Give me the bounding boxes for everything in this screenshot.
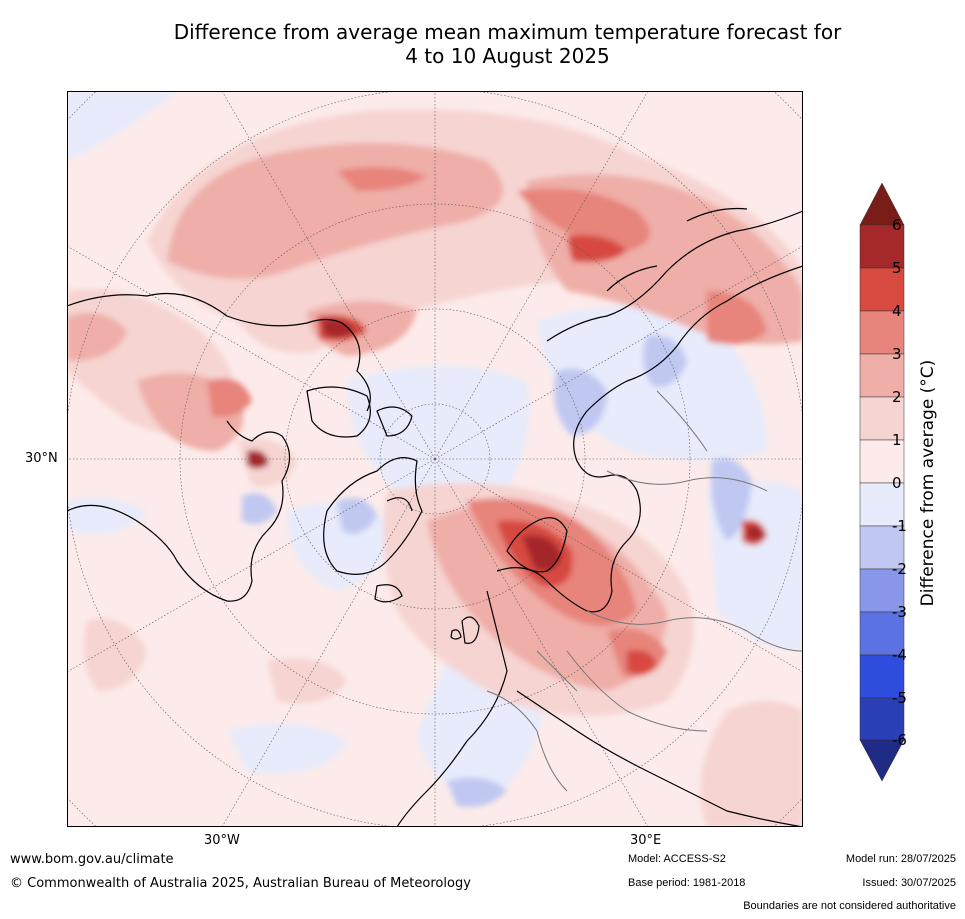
cool-anomaly-region [242, 493, 277, 525]
warm-anomaly-region [517, 188, 650, 251]
colorbar-segment-minus5-to-minus4 [859, 654, 905, 699]
cool-anomaly-region [337, 498, 377, 534]
coastline-north-america [67, 293, 371, 602]
cool-anomaly-region [227, 723, 347, 773]
colorbar-tick-label: 2 [892, 388, 902, 406]
anomaly-layer [67, 91, 803, 827]
warm-anomaly-region [567, 235, 627, 263]
colorbar-tick-label: -2 [892, 560, 907, 578]
colorbar-segments [859, 182, 905, 782]
colorbar-tick-label: 4 [892, 302, 902, 320]
warm-anomaly-region [67, 313, 127, 361]
coastline-siberia-north [546, 207, 803, 342]
colorbar-segment-3-to-4 [859, 310, 905, 355]
graticule [67, 91, 803, 827]
colorbar-segment-1-to-2 [859, 396, 905, 441]
colorbar-tick-label: -6 [892, 731, 907, 749]
colorbar-segment-minus4-to-minus3 [859, 611, 905, 656]
country-boundaries [486, 390, 803, 792]
coastline-arctic-islands [306, 386, 413, 512]
cool-anomaly-region [554, 368, 607, 436]
footer-url: www.bom.gov.au/climate [10, 852, 174, 867]
colorbar-segment-minus6-to-minus5 [859, 697, 905, 741]
cool-anomaly-region [447, 777, 507, 807]
warm-anomaly-region [247, 450, 269, 469]
cool-anomaly-region [67, 91, 177, 161]
footer-issued: Issued: 30/07/2025 [862, 877, 956, 889]
meridian [434, 458, 803, 673]
footer-model: Model: ACCESS-S2 [628, 853, 726, 865]
footer-copyright: © Commonwealth of Australia 2025, Austra… [10, 876, 471, 891]
latitude-circle [379, 403, 491, 515]
cool-anomaly-region [347, 366, 529, 508]
warm-anomaly-region [207, 378, 252, 417]
colorbar-tick-label: -4 [892, 646, 907, 664]
map-border [67, 91, 803, 827]
colorbar-tick-label: 0 [892, 474, 902, 492]
longitude-label-30e: 30°E [630, 833, 662, 848]
colorbar-segment-4-to-5 [859, 267, 905, 312]
coastline-iceland [374, 584, 403, 603]
warm-anomaly-region [747, 525, 764, 540]
colorbar-segment-5-to-6 [859, 224, 905, 269]
coastline-britain [450, 616, 480, 644]
colorbar-tick-label: -1 [892, 517, 907, 535]
meridian [221, 458, 436, 827]
colorbar-tick-label: 5 [892, 259, 902, 277]
warm-anomaly-region [337, 167, 427, 191]
map-title: Difference from average mean maximum tem… [60, 20, 955, 68]
colorbar-tick-label: 3 [892, 345, 902, 363]
colorbar-tick-label: -3 [892, 603, 907, 621]
title-line-1: Difference from average mean maximum tem… [173, 20, 842, 44]
warm-anomaly-region [267, 658, 347, 704]
meridian [67, 458, 436, 673]
colorbar-tick-labels: 6 5 4 3 2 1 0 -1 -2 -3 -4 -5 -6 [892, 216, 907, 749]
warm-anomaly-region [322, 318, 355, 338]
meridian [67, 245, 436, 460]
warm-anomaly-region [522, 535, 562, 571]
colorbar-segment-2-to-3 [859, 353, 905, 398]
footer-base-period: Base period: 1981-2018 [628, 877, 746, 889]
boundary [486, 390, 803, 792]
warm-anomaly-region [707, 291, 767, 345]
latitude-label-30n: 30°N [25, 451, 58, 466]
meridian [434, 91, 649, 460]
latitude-circle [179, 203, 691, 715]
cool-anomaly-region [67, 497, 147, 534]
warm-anomaly-region [627, 650, 657, 675]
colorbar-extend-bottom [859, 739, 905, 782]
colorbar-segment-minus2-to-minus1 [859, 525, 905, 570]
title-line-2: 4 to 10 August 2025 [405, 44, 610, 68]
warm-anomaly-region [700, 701, 803, 827]
colorbar-tick-label: 6 [892, 216, 902, 234]
coastline-scandinavia [506, 517, 568, 573]
meridian [434, 458, 649, 827]
coastline-greenland [323, 457, 423, 575]
meridian [434, 245, 803, 460]
temperature-anomaly-map [67, 91, 803, 827]
colorbar-tick-label: 1 [892, 431, 902, 449]
cool-anomaly-region [711, 458, 752, 541]
meridian [221, 91, 436, 460]
footer-boundaries-note: Boundaries are not considered authoritat… [743, 900, 956, 912]
colorbar: 6 5 4 3 2 1 0 -1 -2 -3 -4 -5 -6 [859, 182, 907, 782]
footer-model-run: Model run: 28/07/2025 [845, 853, 956, 865]
warm-anomaly-region [83, 619, 147, 691]
longitude-label-30w: 30°W [204, 833, 240, 848]
colorbar-title: Difference from average (°C) [918, 359, 938, 607]
latitude-circle [284, 308, 586, 610]
colorbar-segment-minus3-to-minus2 [859, 568, 905, 613]
colorbar-tick-label: -5 [892, 689, 907, 707]
colorbar-segment-minus1-to-0 [859, 482, 905, 527]
colorbar-segment-0-to-1 [859, 439, 905, 484]
